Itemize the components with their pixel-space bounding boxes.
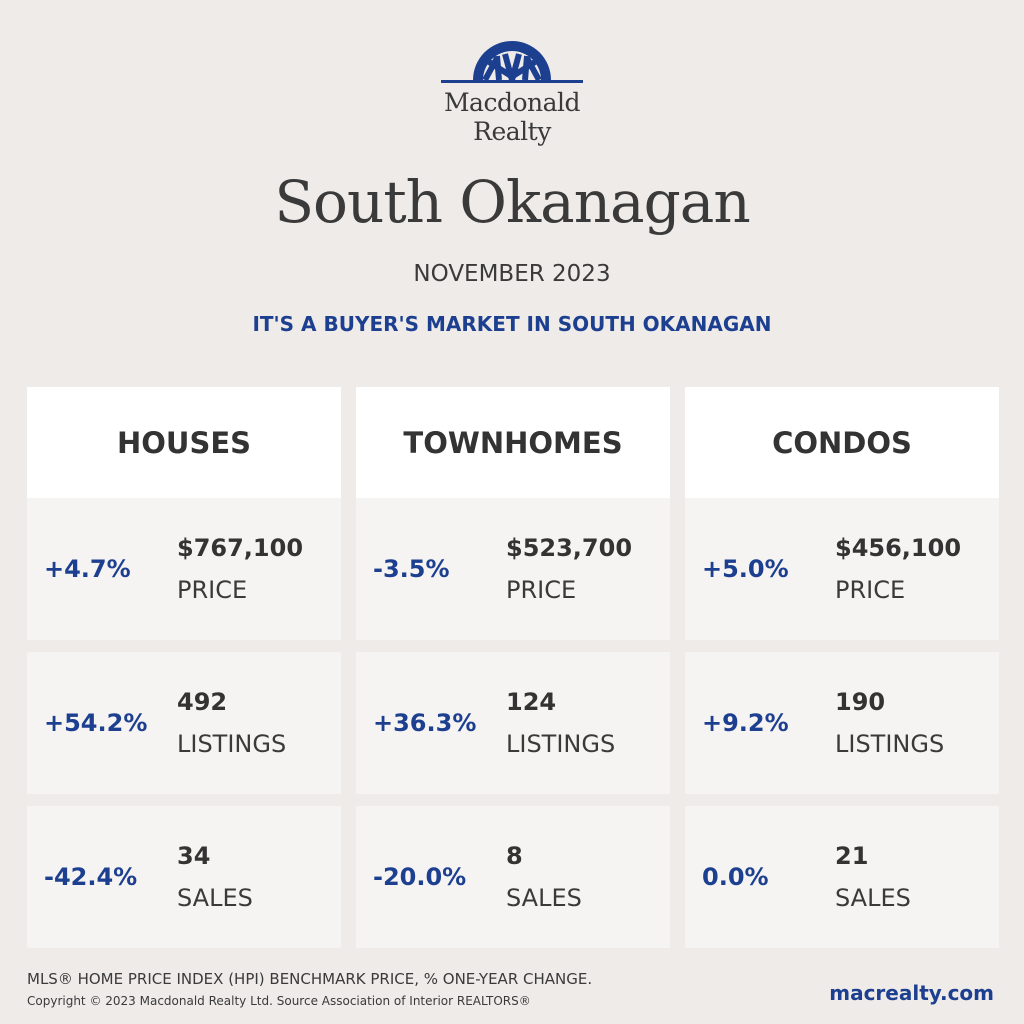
listings-card: +54.2% 492 LISTINGS [27, 652, 341, 794]
brand-logo: Macdonald Realty [436, 36, 588, 156]
townhomes-column: TOWNHOMES -3.5% $523,700 PRICE +36.3% 12… [356, 387, 670, 948]
percent-change: +9.2% [702, 709, 789, 737]
hpi-footnote: MLS® HOME PRICE INDEX (HPI) BENCHMARK PR… [27, 970, 593, 988]
percent-change: 0.0% [702, 863, 769, 891]
stat-label: SALES [177, 884, 253, 912]
brand-name-line1: Macdonald [443, 88, 581, 117]
brand-name-line2: Realty [473, 117, 551, 146]
percent-change: +4.7% [44, 555, 131, 583]
stat-value: 8 [506, 842, 523, 870]
percent-change: -20.0% [373, 863, 467, 891]
stat-value: 124 [506, 688, 557, 716]
stat-value: $456,100 [835, 534, 962, 562]
stat-label: LISTINGS [506, 730, 616, 758]
stat-value: 492 [177, 688, 228, 716]
stat-label: SALES [835, 884, 911, 912]
stat-value: $767,100 [177, 534, 304, 562]
listings-card: +36.3% 124 LISTINGS [356, 652, 670, 794]
stat-value: 21 [835, 842, 869, 870]
column-header: HOUSES [27, 387, 341, 498]
price-card: +4.7% $767,100 PRICE [27, 498, 341, 640]
condos-column: CONDOS +5.0% $456,100 PRICE +9.2% 190 LI… [685, 387, 999, 948]
stat-label: LISTINGS [177, 730, 287, 758]
listings-card: +9.2% 190 LISTINGS [685, 652, 999, 794]
percent-change: +36.3% [373, 709, 477, 737]
sales-card: -42.4% 34 SALES [27, 806, 341, 948]
sun-rays-logo-icon [441, 41, 583, 83]
stat-value: 190 [835, 688, 886, 716]
website-link[interactable]: macrealty.com [829, 981, 994, 1005]
column-header: CONDOS [685, 387, 999, 498]
sales-card: 0.0% 21 SALES [685, 806, 999, 948]
market-headline: IT'S A BUYER'S MARKET IN SOUTH OKANAGAN [252, 312, 772, 336]
price-card: -3.5% $523,700 PRICE [356, 498, 670, 640]
price-card: +5.0% $456,100 PRICE [685, 498, 999, 640]
percent-change: -42.4% [44, 863, 138, 891]
percent-change: +5.0% [702, 555, 789, 583]
stat-label: LISTINGS [835, 730, 945, 758]
stat-label: SALES [506, 884, 582, 912]
stat-label: PRICE [835, 576, 906, 604]
percent-change: -3.5% [373, 555, 450, 583]
stat-value: $523,700 [506, 534, 633, 562]
report-date: NOVEMBER 2023 [413, 261, 611, 287]
page-title: South Okanagan [274, 168, 750, 236]
copyright-notice: Copyright © 2023 Macdonald Realty Ltd. S… [27, 994, 531, 1008]
sales-card: -20.0% 8 SALES [356, 806, 670, 948]
houses-column: HOUSES +4.7% $767,100 PRICE +54.2% 492 L… [27, 387, 341, 948]
stat-label: PRICE [177, 576, 248, 604]
percent-change: +54.2% [44, 709, 148, 737]
column-header: TOWNHOMES [356, 387, 670, 498]
stat-value: 34 [177, 842, 211, 870]
stat-label: PRICE [506, 576, 577, 604]
